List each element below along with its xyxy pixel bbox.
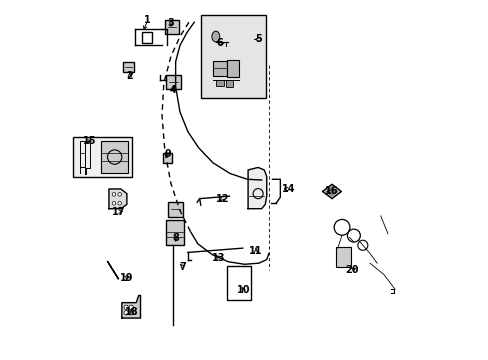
- Text: 3: 3: [167, 18, 174, 28]
- Bar: [227, 59, 238, 77]
- Circle shape: [112, 193, 116, 196]
- Text: 20: 20: [345, 265, 358, 275]
- Bar: [73, 137, 132, 177]
- Text: 19: 19: [120, 273, 133, 283]
- Bar: [167, 202, 183, 217]
- Ellipse shape: [211, 31, 219, 42]
- Text: 12: 12: [215, 194, 228, 204]
- Bar: [166, 220, 183, 244]
- Text: 15: 15: [82, 136, 96, 146]
- Bar: [142, 32, 152, 42]
- Bar: [215, 80, 223, 86]
- Circle shape: [124, 311, 128, 315]
- Text: 14: 14: [281, 184, 294, 194]
- Text: 4: 4: [169, 85, 176, 95]
- Text: 10: 10: [237, 285, 250, 296]
- Circle shape: [118, 193, 121, 196]
- Text: 6: 6: [216, 38, 223, 48]
- Polygon shape: [109, 189, 126, 209]
- Bar: [225, 80, 233, 87]
- Text: 11: 11: [249, 246, 262, 256]
- Circle shape: [129, 305, 133, 310]
- Circle shape: [112, 202, 116, 205]
- Text: 8: 8: [172, 233, 179, 243]
- Bar: [335, 247, 350, 267]
- Circle shape: [118, 202, 121, 205]
- Polygon shape: [122, 296, 140, 318]
- Text: 17: 17: [111, 207, 125, 217]
- Circle shape: [129, 311, 133, 315]
- Circle shape: [124, 305, 128, 310]
- Polygon shape: [322, 184, 341, 199]
- Text: 9: 9: [163, 149, 170, 159]
- Bar: [166, 75, 180, 89]
- Bar: [101, 141, 128, 173]
- Bar: [164, 20, 179, 34]
- Text: 7: 7: [179, 262, 186, 272]
- Bar: [163, 153, 172, 163]
- Text: 16: 16: [324, 186, 337, 197]
- Text: 5: 5: [254, 35, 261, 44]
- Polygon shape: [325, 187, 337, 196]
- Polygon shape: [247, 167, 266, 209]
- Text: 18: 18: [124, 307, 138, 317]
- Text: 13: 13: [211, 253, 225, 263]
- Bar: [123, 62, 134, 72]
- Bar: [226, 266, 250, 300]
- Text: 2: 2: [126, 71, 133, 81]
- Bar: [201, 15, 265, 98]
- Bar: [212, 61, 226, 76]
- Text: 1: 1: [144, 15, 151, 26]
